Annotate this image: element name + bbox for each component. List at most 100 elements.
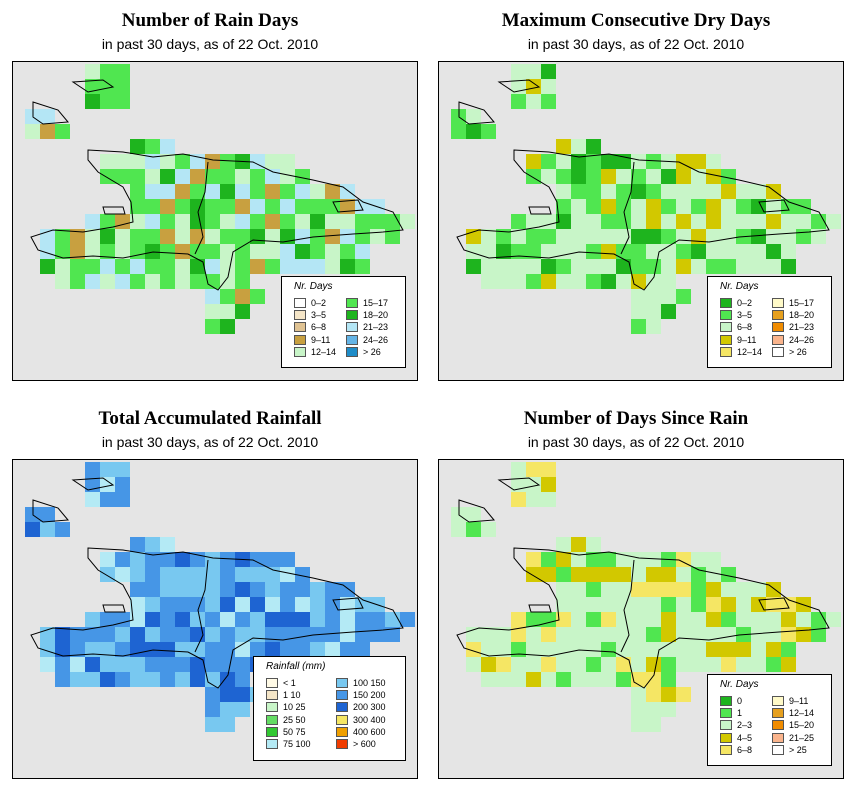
- legend-swatch: [336, 726, 348, 737]
- grid-cell: [220, 717, 235, 732]
- grid-cell: [721, 597, 736, 612]
- grid-cell: [676, 687, 691, 702]
- legend-label: < 1: [283, 678, 296, 688]
- grid-cell: [325, 612, 340, 627]
- grid-cell: [145, 597, 160, 612]
- grid-cell: [100, 79, 115, 94]
- grid-cell: [646, 214, 661, 229]
- grid-cell: [721, 582, 736, 597]
- grid-cell: [145, 582, 160, 597]
- grid-cell: [205, 154, 220, 169]
- grid-cell: [205, 244, 220, 259]
- grid-cell: [325, 259, 340, 274]
- grid-cell: [676, 657, 691, 672]
- grid-cell: [220, 702, 235, 717]
- grid-cell: [556, 537, 571, 552]
- grid-cell: [115, 492, 130, 507]
- grid-cell: [205, 199, 220, 214]
- grid-cell: [295, 184, 310, 199]
- grid-cell: [220, 552, 235, 567]
- grid-cell: [355, 627, 370, 642]
- grid-cell: [145, 627, 160, 642]
- grid-cell: [115, 612, 130, 627]
- grid-cell: [736, 582, 751, 597]
- grid-cell: [766, 582, 781, 597]
- grid-cell: [826, 612, 841, 627]
- grid-cell: [160, 199, 175, 214]
- grid-cell: [616, 214, 631, 229]
- grid-cell: [100, 214, 115, 229]
- legend-swatch: [266, 726, 278, 737]
- grid-cell: [676, 642, 691, 657]
- grid-cell: [811, 229, 826, 244]
- legend-swatch: [266, 678, 278, 688]
- grid-cell: [556, 199, 571, 214]
- grid-cell: [556, 672, 571, 687]
- legend-swatch: [346, 334, 358, 345]
- grid-cell: [796, 612, 811, 627]
- grid-cell: [706, 567, 721, 582]
- grid-cell: [691, 657, 706, 672]
- grid-cell: [235, 627, 250, 642]
- grid-cell: [145, 199, 160, 214]
- grid-cell: [781, 244, 796, 259]
- grid-cell: [736, 612, 751, 627]
- grid-cell: [661, 259, 676, 274]
- grid-cell: [631, 657, 646, 672]
- panel-title: Number of Days Since Rain: [523, 408, 749, 429]
- grid-cell: [766, 229, 781, 244]
- grid-cell: [661, 289, 676, 304]
- grid-cell: [646, 304, 661, 319]
- grid-cell: [160, 672, 175, 687]
- grid-cell: [556, 582, 571, 597]
- grid-cell: [586, 229, 601, 244]
- grid-cell: [526, 567, 541, 582]
- grid-cell: [766, 259, 781, 274]
- grid-cell: [661, 612, 676, 627]
- grid-cell: [481, 627, 496, 642]
- grid-cell: [145, 552, 160, 567]
- grid-cell: [721, 627, 736, 642]
- legend-label: 21–25: [789, 732, 815, 743]
- grid-cell: [466, 642, 481, 657]
- grid-cell: [526, 642, 541, 657]
- grid-cell: [511, 462, 526, 477]
- grid-cell: [766, 597, 781, 612]
- legend-label: 100 150: [353, 678, 386, 688]
- grid-cell: [571, 537, 586, 552]
- grid-cell: [25, 522, 40, 537]
- grid-cell: [295, 214, 310, 229]
- grid-cell: [586, 627, 601, 642]
- grid-cell: [526, 64, 541, 79]
- grid-cell: [676, 627, 691, 642]
- grid-cell: [115, 672, 130, 687]
- grid-cell: [205, 259, 220, 274]
- grid-cell: [586, 154, 601, 169]
- grid-cell: [175, 567, 190, 582]
- grid-cell: [556, 154, 571, 169]
- grid-cell: [511, 244, 526, 259]
- grid-cell: [175, 214, 190, 229]
- grid-cell: [145, 612, 160, 627]
- legend-title: Nr. Days: [294, 281, 333, 292]
- grid-cell: [586, 244, 601, 259]
- grid-cell: [541, 567, 556, 582]
- grid-cell: [526, 214, 541, 229]
- grid-cell: [205, 304, 220, 319]
- grid-cell: [541, 259, 556, 274]
- grid-cell: [706, 597, 721, 612]
- grid-cell: [586, 672, 601, 687]
- grid-cell: [586, 582, 601, 597]
- grid-cell: [160, 274, 175, 289]
- grid-cell: [85, 612, 100, 627]
- grid-cell: [646, 289, 661, 304]
- grid-cell: [586, 184, 601, 199]
- grid-cell: [661, 199, 676, 214]
- panel-subtitle: in past 30 days, as of 22 Oct. 2010: [527, 36, 745, 52]
- grid-cell: [601, 642, 616, 657]
- legend-label: 18–20: [789, 310, 815, 321]
- grid-cell: [736, 244, 751, 259]
- grid-cell: [250, 229, 265, 244]
- grid-cell: [175, 582, 190, 597]
- legend-swatch: [772, 322, 784, 333]
